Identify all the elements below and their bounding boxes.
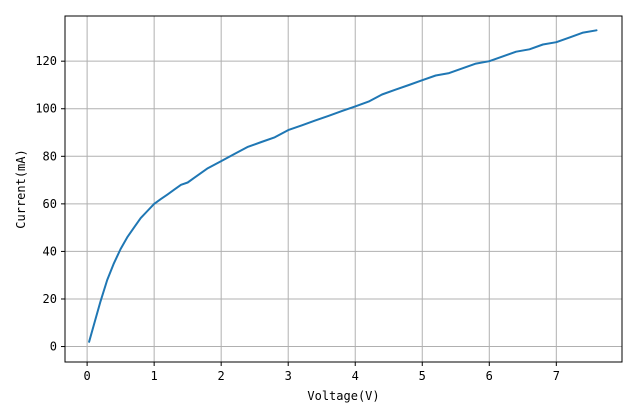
y-tick-label: 120 <box>35 54 57 68</box>
plot-frame <box>64 15 623 363</box>
y-tick-label: 60 <box>43 197 57 211</box>
y-tick-label: 20 <box>43 292 57 306</box>
y-tick-label: 100 <box>35 102 57 116</box>
grid-lines <box>65 16 622 362</box>
x-tick-label: 2 <box>218 369 225 383</box>
y-axis-label: Current(mA) <box>14 149 28 228</box>
x-tick-label: 0 <box>84 369 91 383</box>
x-tick-label: 7 <box>553 369 560 383</box>
series-layer <box>88 29 598 343</box>
y-tick-label: 0 <box>50 340 57 354</box>
y-tick-label: 40 <box>43 244 57 258</box>
y-tick-label: 80 <box>43 149 57 163</box>
x-tick-label: 1 <box>151 369 158 383</box>
x-tick-label: 5 <box>419 369 426 383</box>
tick-marks <box>61 60 557 366</box>
y-tick-labels: 0 20 40 60 80 100 120 <box>35 54 57 353</box>
series-line <box>88 29 598 343</box>
x-tick-label: 3 <box>285 369 292 383</box>
x-tick-label: 6 <box>486 369 493 383</box>
x-tick-labels: 0 1 2 3 4 5 6 7 <box>84 369 560 383</box>
x-tick-label: 4 <box>352 369 359 383</box>
x-axis-label: Voltage(V) <box>307 389 379 403</box>
